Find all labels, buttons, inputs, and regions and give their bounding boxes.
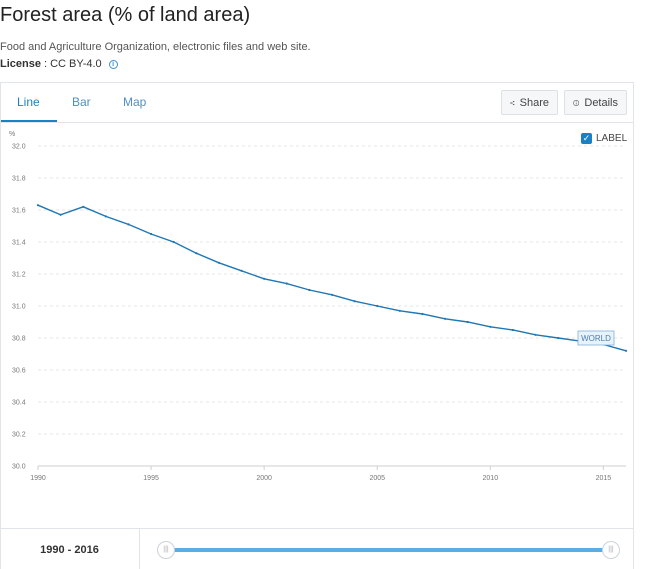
y-tick-label: 30.8 <box>12 336 26 343</box>
data-point[interactable] <box>376 304 379 308</box>
y-tick-label: 30.4 <box>12 400 26 407</box>
y-tick-label: 30.0 <box>12 464 26 471</box>
page-title: Forest area (% of land area) <box>0 4 251 26</box>
y-tick-label: 31.0 <box>12 304 26 311</box>
data-point[interactable] <box>353 300 356 303</box>
data-point[interactable] <box>330 293 334 296</box>
range-handle-end[interactable]: ||| <box>602 541 620 559</box>
x-tick-label: 2000 <box>256 475 272 482</box>
license-label: License <box>0 58 41 70</box>
source-text: Food and Agriculture Organization, elect… <box>0 41 311 53</box>
data-point[interactable] <box>104 215 107 218</box>
data-point[interactable] <box>624 349 628 352</box>
tab-bar: Line Bar Map Share Details <box>1 83 633 123</box>
series-label-box <box>577 330 615 346</box>
label-toggle[interactable]: ✓ LABEL <box>581 133 627 144</box>
tab-map[interactable]: Map <box>123 95 147 109</box>
data-point[interactable] <box>172 240 175 244</box>
data-point[interactable] <box>263 277 266 280</box>
range-label: 1990 - 2016 <box>0 529 140 569</box>
x-tick-label: 1990 <box>30 475 46 482</box>
license-value: : CC BY-4.0 <box>43 58 102 70</box>
series-label-world: WORLD <box>581 334 611 343</box>
y-axis-unit: % <box>9 131 15 138</box>
share-icon <box>510 100 515 105</box>
y-tick-label: 30.2 <box>12 432 26 439</box>
y-tick-label: 31.2 <box>12 272 26 279</box>
active-tab-underline <box>1 120 57 122</box>
data-point[interactable] <box>557 336 560 340</box>
data-point[interactable] <box>398 309 401 312</box>
data-point[interactable] <box>466 320 469 324</box>
x-tick-label: 2005 <box>369 475 385 482</box>
tab-bar-chart[interactable]: Bar <box>72 95 91 109</box>
data-point[interactable] <box>421 312 424 316</box>
data-point[interactable] <box>240 269 243 272</box>
data-point[interactable] <box>59 213 62 216</box>
tab-line[interactable]: Line <box>17 95 40 109</box>
info-icon[interactable]: i <box>108 59 118 69</box>
y-tick-label: 32.0 <box>12 144 26 151</box>
chart-panel: Line Bar Map Share Details ✓ LABEL <box>0 82 634 569</box>
range-selector: 1990 - 2016 ||| ||| <box>0 528 634 569</box>
x-tick-label: 2015 <box>596 475 612 482</box>
share-label: Share <box>519 96 549 109</box>
y-tick-label: 31.4 <box>12 240 26 247</box>
details-button[interactable]: Details <box>564 90 627 115</box>
data-point[interactable] <box>195 252 198 255</box>
data-point[interactable] <box>489 325 492 328</box>
range-handle-start[interactable]: ||| <box>157 541 175 559</box>
x-tick-label: 2010 <box>483 475 499 482</box>
data-point[interactable] <box>443 317 447 320</box>
y-tick-label: 31.8 <box>12 176 26 183</box>
data-point[interactable] <box>217 261 221 264</box>
range-track[interactable] <box>166 548 611 552</box>
data-point[interactable] <box>82 205 85 208</box>
details-label: Details <box>584 96 618 109</box>
share-button[interactable]: Share <box>501 90 558 115</box>
info-circle-icon <box>573 99 580 106</box>
label-toggle-text: LABEL <box>596 133 628 144</box>
line-chart: % 32.0 31.8 31.6 31.4 31.2 31.0 30.8 30.6 30.4 30.… <box>9 131 628 482</box>
data-point[interactable] <box>285 282 288 285</box>
y-tick-label: 31.6 <box>12 208 26 215</box>
series-line-world[interactable] <box>37 204 627 352</box>
x-tick-label: 1995 <box>143 475 159 482</box>
y-tick-label: 30.6 <box>12 368 26 375</box>
data-point[interactable] <box>127 223 130 226</box>
data-point[interactable] <box>511 328 515 332</box>
data-point[interactable] <box>308 288 311 292</box>
label-checkbox[interactable]: ✓ <box>581 133 592 144</box>
data-point[interactable] <box>534 333 537 336</box>
data-point[interactable] <box>149 232 153 236</box>
data-point[interactable] <box>36 204 40 207</box>
license: License : CC BY-4.0 i <box>0 58 118 70</box>
